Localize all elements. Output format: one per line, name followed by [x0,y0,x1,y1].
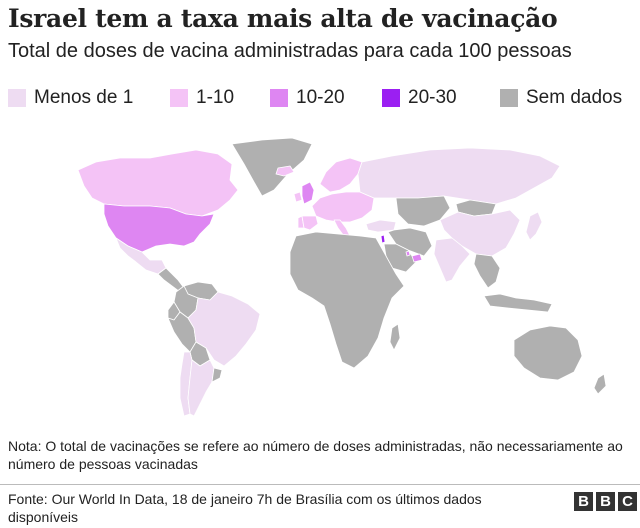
legend-label: 10-20 [296,87,345,108]
legend-item-20-30: 20-30 [382,86,457,110]
region-greenland [231,137,313,197]
legend-swatch [170,89,188,107]
region-iceland [275,165,295,177]
region-africa [289,231,405,369]
region-israel [380,234,386,244]
legend-swatch [270,89,288,107]
bbc-logo-letter: B [574,492,593,511]
map-legend: Menos de 1 1-10 10-20 20-30 Sem dados [8,86,632,110]
region-continental-europe [311,191,375,223]
legend-item-sem-dados: Sem dados [500,86,622,110]
region-russia [357,147,561,205]
legend-swatch [8,89,26,107]
region-madagascar [389,323,401,351]
legend-item-10-20: 10-20 [270,86,345,110]
legend-label: 1-10 [196,87,235,108]
legend-label: Menos de 1 [34,87,134,108]
legend-label: 20-30 [408,87,457,108]
region-india [433,237,471,283]
world-map [0,128,640,428]
region-turkey [365,219,397,233]
world-map-svg [77,137,607,417]
region-scandinavia [319,157,363,193]
chart-title: Israel tem a taxa mais alta de vacinação [8,4,558,33]
region-united-kingdom [301,181,315,205]
region-new-zealand [593,373,607,395]
chart-note: Nota: O total de vacinações se refere ao… [8,438,623,472]
region-japan [525,211,543,241]
legend-swatch [382,89,400,107]
bbc-logo-letter: B [596,492,615,511]
legend-item-menos-de-1: Menos de 1 [8,86,133,110]
region-indonesia [483,293,553,313]
region-australia [513,325,583,381]
region-ireland [293,191,303,203]
region-southeast-asia [473,253,501,289]
region-bahrain [405,250,411,257]
bbc-logo-letter: C [618,492,637,511]
legend-label: Sem dados [526,87,623,108]
legend-swatch [500,89,518,107]
region-argentina [187,359,215,417]
chart-subtitle: Total de doses de vacina administradas p… [8,40,572,62]
region-spain [301,215,319,231]
region-uruguay [211,367,223,383]
bbc-logo: B B C [574,492,637,511]
footer-divider [0,484,640,485]
region-united-arab-emirates [411,253,423,263]
region-brazil [187,291,261,367]
region-canada [77,149,239,217]
legend-item-1-10: 1-10 [170,86,234,110]
region-central-america [157,267,185,293]
source-text: Fonte: Our World In Data, 18 de janeiro … [8,491,482,525]
